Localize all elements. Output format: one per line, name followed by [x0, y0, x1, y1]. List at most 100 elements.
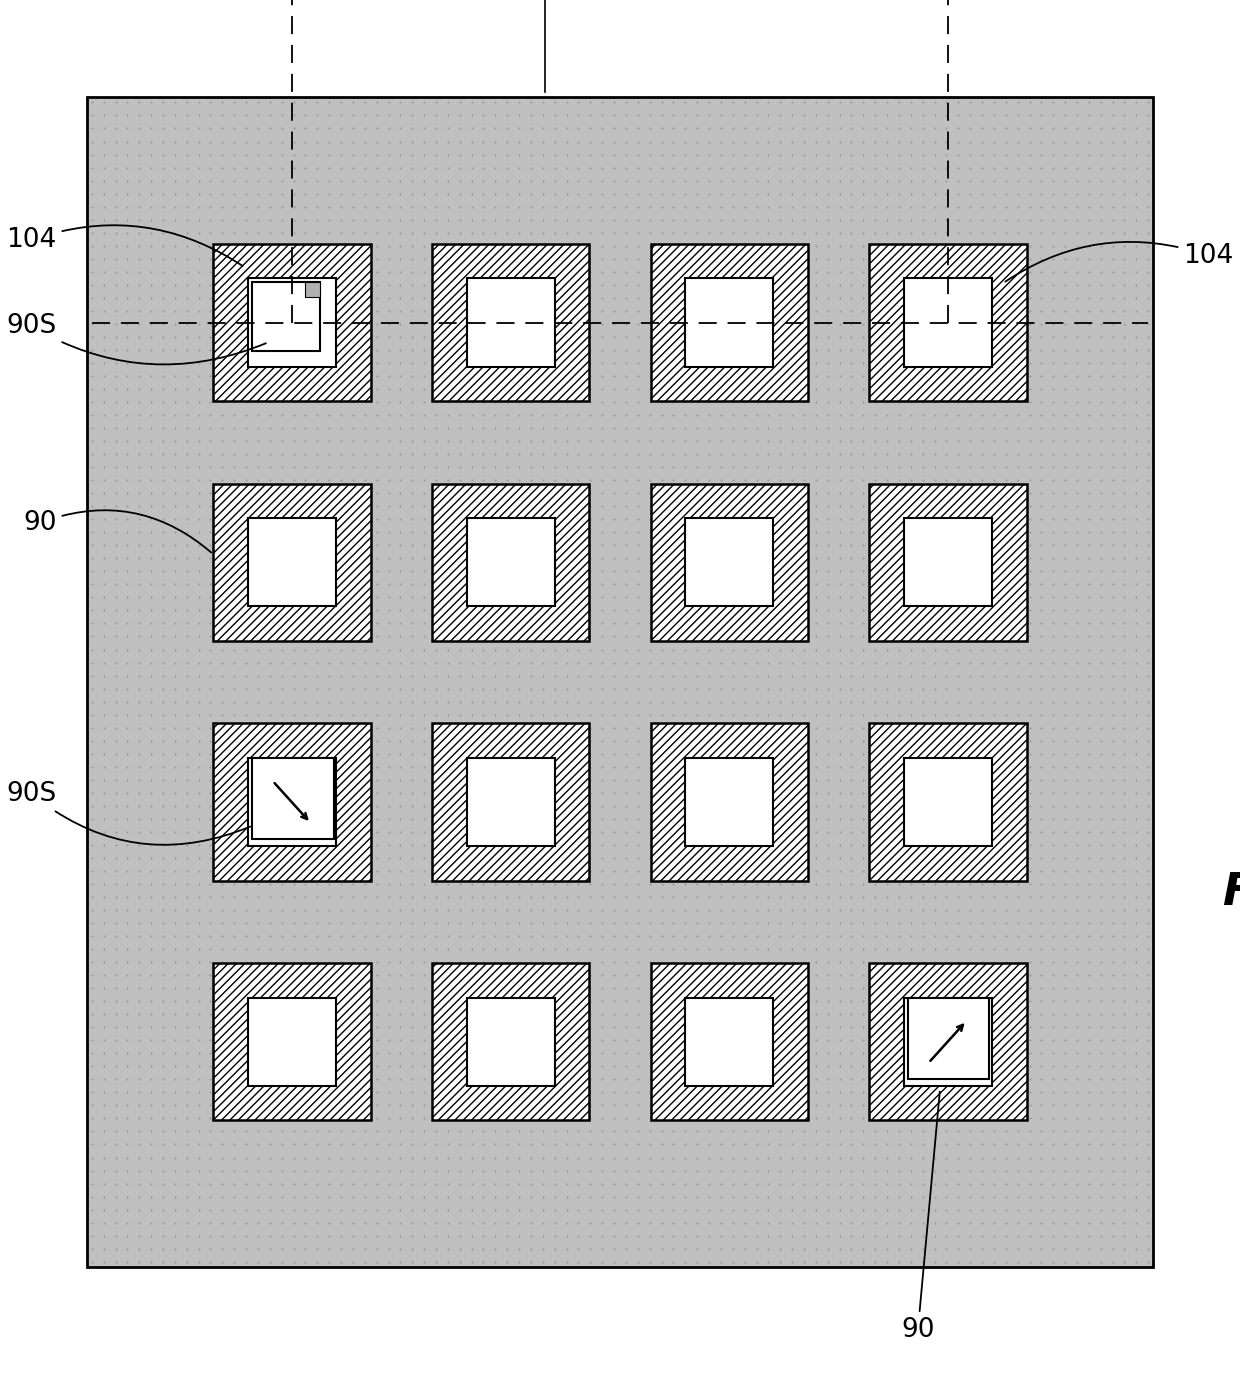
Point: [461, 807, 481, 830]
Point: [996, 1055, 1016, 1077]
Point: [82, 1250, 102, 1272]
Point: [1019, 260, 1039, 283]
Point: [497, 651, 517, 674]
Point: [699, 703, 719, 725]
Point: [450, 586, 470, 608]
Point: [224, 1082, 244, 1104]
Point: [497, 1094, 517, 1116]
Point: [236, 873, 255, 895]
Point: [295, 678, 315, 700]
Point: [818, 299, 838, 322]
Point: [604, 600, 624, 622]
Point: [118, 586, 138, 608]
Point: [616, 508, 636, 530]
Point: [746, 535, 766, 557]
Point: [201, 195, 221, 217]
Point: [224, 924, 244, 947]
Point: [936, 742, 956, 764]
Point: [248, 1121, 268, 1143]
Point: [627, 235, 647, 258]
Point: [996, 143, 1016, 166]
Point: [723, 404, 743, 426]
Point: [1091, 885, 1111, 908]
Point: [723, 717, 743, 739]
Point: [331, 912, 351, 934]
Point: [901, 443, 921, 465]
Point: [735, 404, 755, 426]
Point: [568, 651, 588, 674]
Point: [735, 469, 755, 491]
Point: [936, 586, 956, 608]
Point: [770, 742, 790, 764]
Point: [402, 639, 422, 661]
Point: [236, 338, 255, 361]
Point: [723, 938, 743, 960]
Point: [782, 560, 802, 582]
Point: [663, 951, 683, 973]
Point: [343, 377, 363, 400]
Point: [770, 235, 790, 258]
Point: [877, 457, 897, 479]
Point: [1091, 965, 1111, 987]
Point: [1019, 756, 1039, 778]
Point: [391, 873, 410, 895]
Point: [759, 860, 779, 883]
Point: [889, 235, 909, 258]
Point: [141, 1121, 161, 1143]
Point: [782, 235, 802, 258]
Point: [580, 1068, 600, 1090]
Point: [604, 1237, 624, 1260]
Point: [735, 1004, 755, 1026]
Point: [770, 938, 790, 960]
Point: [367, 1186, 387, 1208]
Point: [427, 807, 446, 830]
Point: [925, 209, 945, 231]
Point: [699, 586, 719, 608]
Point: [319, 1029, 339, 1051]
Point: [699, 1029, 719, 1051]
Point: [129, 782, 149, 805]
Point: [343, 1133, 363, 1155]
Point: [889, 170, 909, 192]
Point: [580, 924, 600, 947]
Point: [842, 756, 862, 778]
Point: [580, 690, 600, 713]
Point: [842, 703, 862, 725]
Point: [616, 365, 636, 387]
Point: [331, 221, 351, 244]
Point: [118, 625, 138, 647]
Point: [521, 92, 541, 114]
Point: [1055, 352, 1075, 374]
Point: [568, 782, 588, 805]
Point: [129, 807, 149, 830]
Point: [913, 1004, 932, 1026]
Point: [913, 235, 932, 258]
Point: [331, 299, 351, 322]
Point: [985, 1250, 1004, 1272]
Point: [533, 496, 553, 518]
Point: [627, 338, 647, 361]
Point: [1008, 1199, 1028, 1221]
Point: [782, 965, 802, 987]
Point: [616, 1121, 636, 1143]
Point: [308, 756, 327, 778]
Point: [201, 639, 221, 661]
Point: [438, 912, 458, 934]
Point: [105, 1004, 125, 1026]
Point: [295, 260, 315, 283]
Point: [260, 496, 280, 518]
Point: [105, 703, 125, 725]
Point: [794, 313, 813, 335]
Point: [533, 248, 553, 270]
Point: [877, 443, 897, 465]
Point: [201, 612, 221, 635]
Point: [889, 521, 909, 543]
Point: [521, 326, 541, 348]
Point: [378, 443, 398, 465]
Point: [568, 326, 588, 348]
Point: [889, 209, 909, 231]
Point: [1115, 235, 1135, 258]
Point: [284, 547, 304, 569]
Point: [996, 795, 1016, 817]
Point: [188, 965, 208, 987]
